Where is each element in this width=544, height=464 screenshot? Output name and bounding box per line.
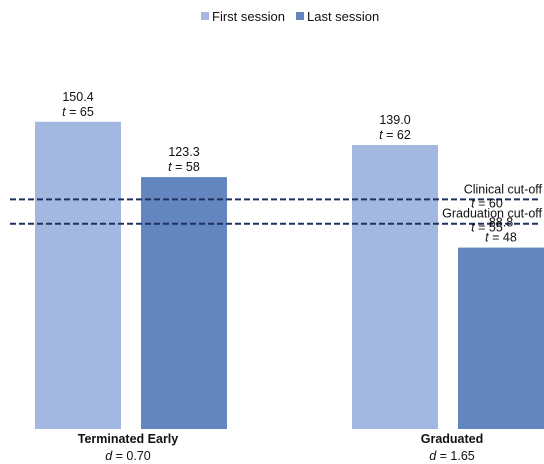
category-label: Graduated (421, 432, 484, 446)
reference-line-t-label: t = 60 (471, 196, 503, 210)
legend-label-1: First session (212, 9, 285, 24)
bar-first-session-1 (35, 121, 121, 430)
bars (35, 121, 544, 430)
legend-label-2: Last session (307, 9, 379, 24)
legend-swatch-2 (296, 12, 304, 20)
bar-t-score-label: t = 58 (168, 160, 200, 174)
bar-t-score-label: t = 62 (379, 128, 411, 142)
bar-first-session-2 (352, 145, 438, 430)
bar-value-label: 150.4 (62, 90, 93, 104)
reference-line-t-label: t = 55 (471, 221, 503, 235)
reference-line-label: Clinical cut-off (464, 182, 543, 196)
bar-t-score-label: t = 48 (485, 231, 517, 245)
category-label: Terminated Early (78, 432, 179, 446)
bar-value-label: 123.3 (168, 145, 199, 159)
bar-value-label: 139.0 (379, 113, 410, 127)
bar-value-label: 88.8 (489, 216, 513, 230)
bar-last-session-1 (141, 177, 227, 429)
category-effect-label: d = 1.65 (429, 449, 475, 463)
category-effect-label: d = 0.70 (105, 449, 151, 463)
bar-t-score-label: t = 65 (62, 105, 94, 119)
bar-last-session-2 (458, 247, 544, 429)
legend-swatch-1 (201, 12, 209, 20)
reference-line-label: Graduation cut-off (442, 207, 542, 221)
legend: First session Last session (201, 9, 379, 24)
